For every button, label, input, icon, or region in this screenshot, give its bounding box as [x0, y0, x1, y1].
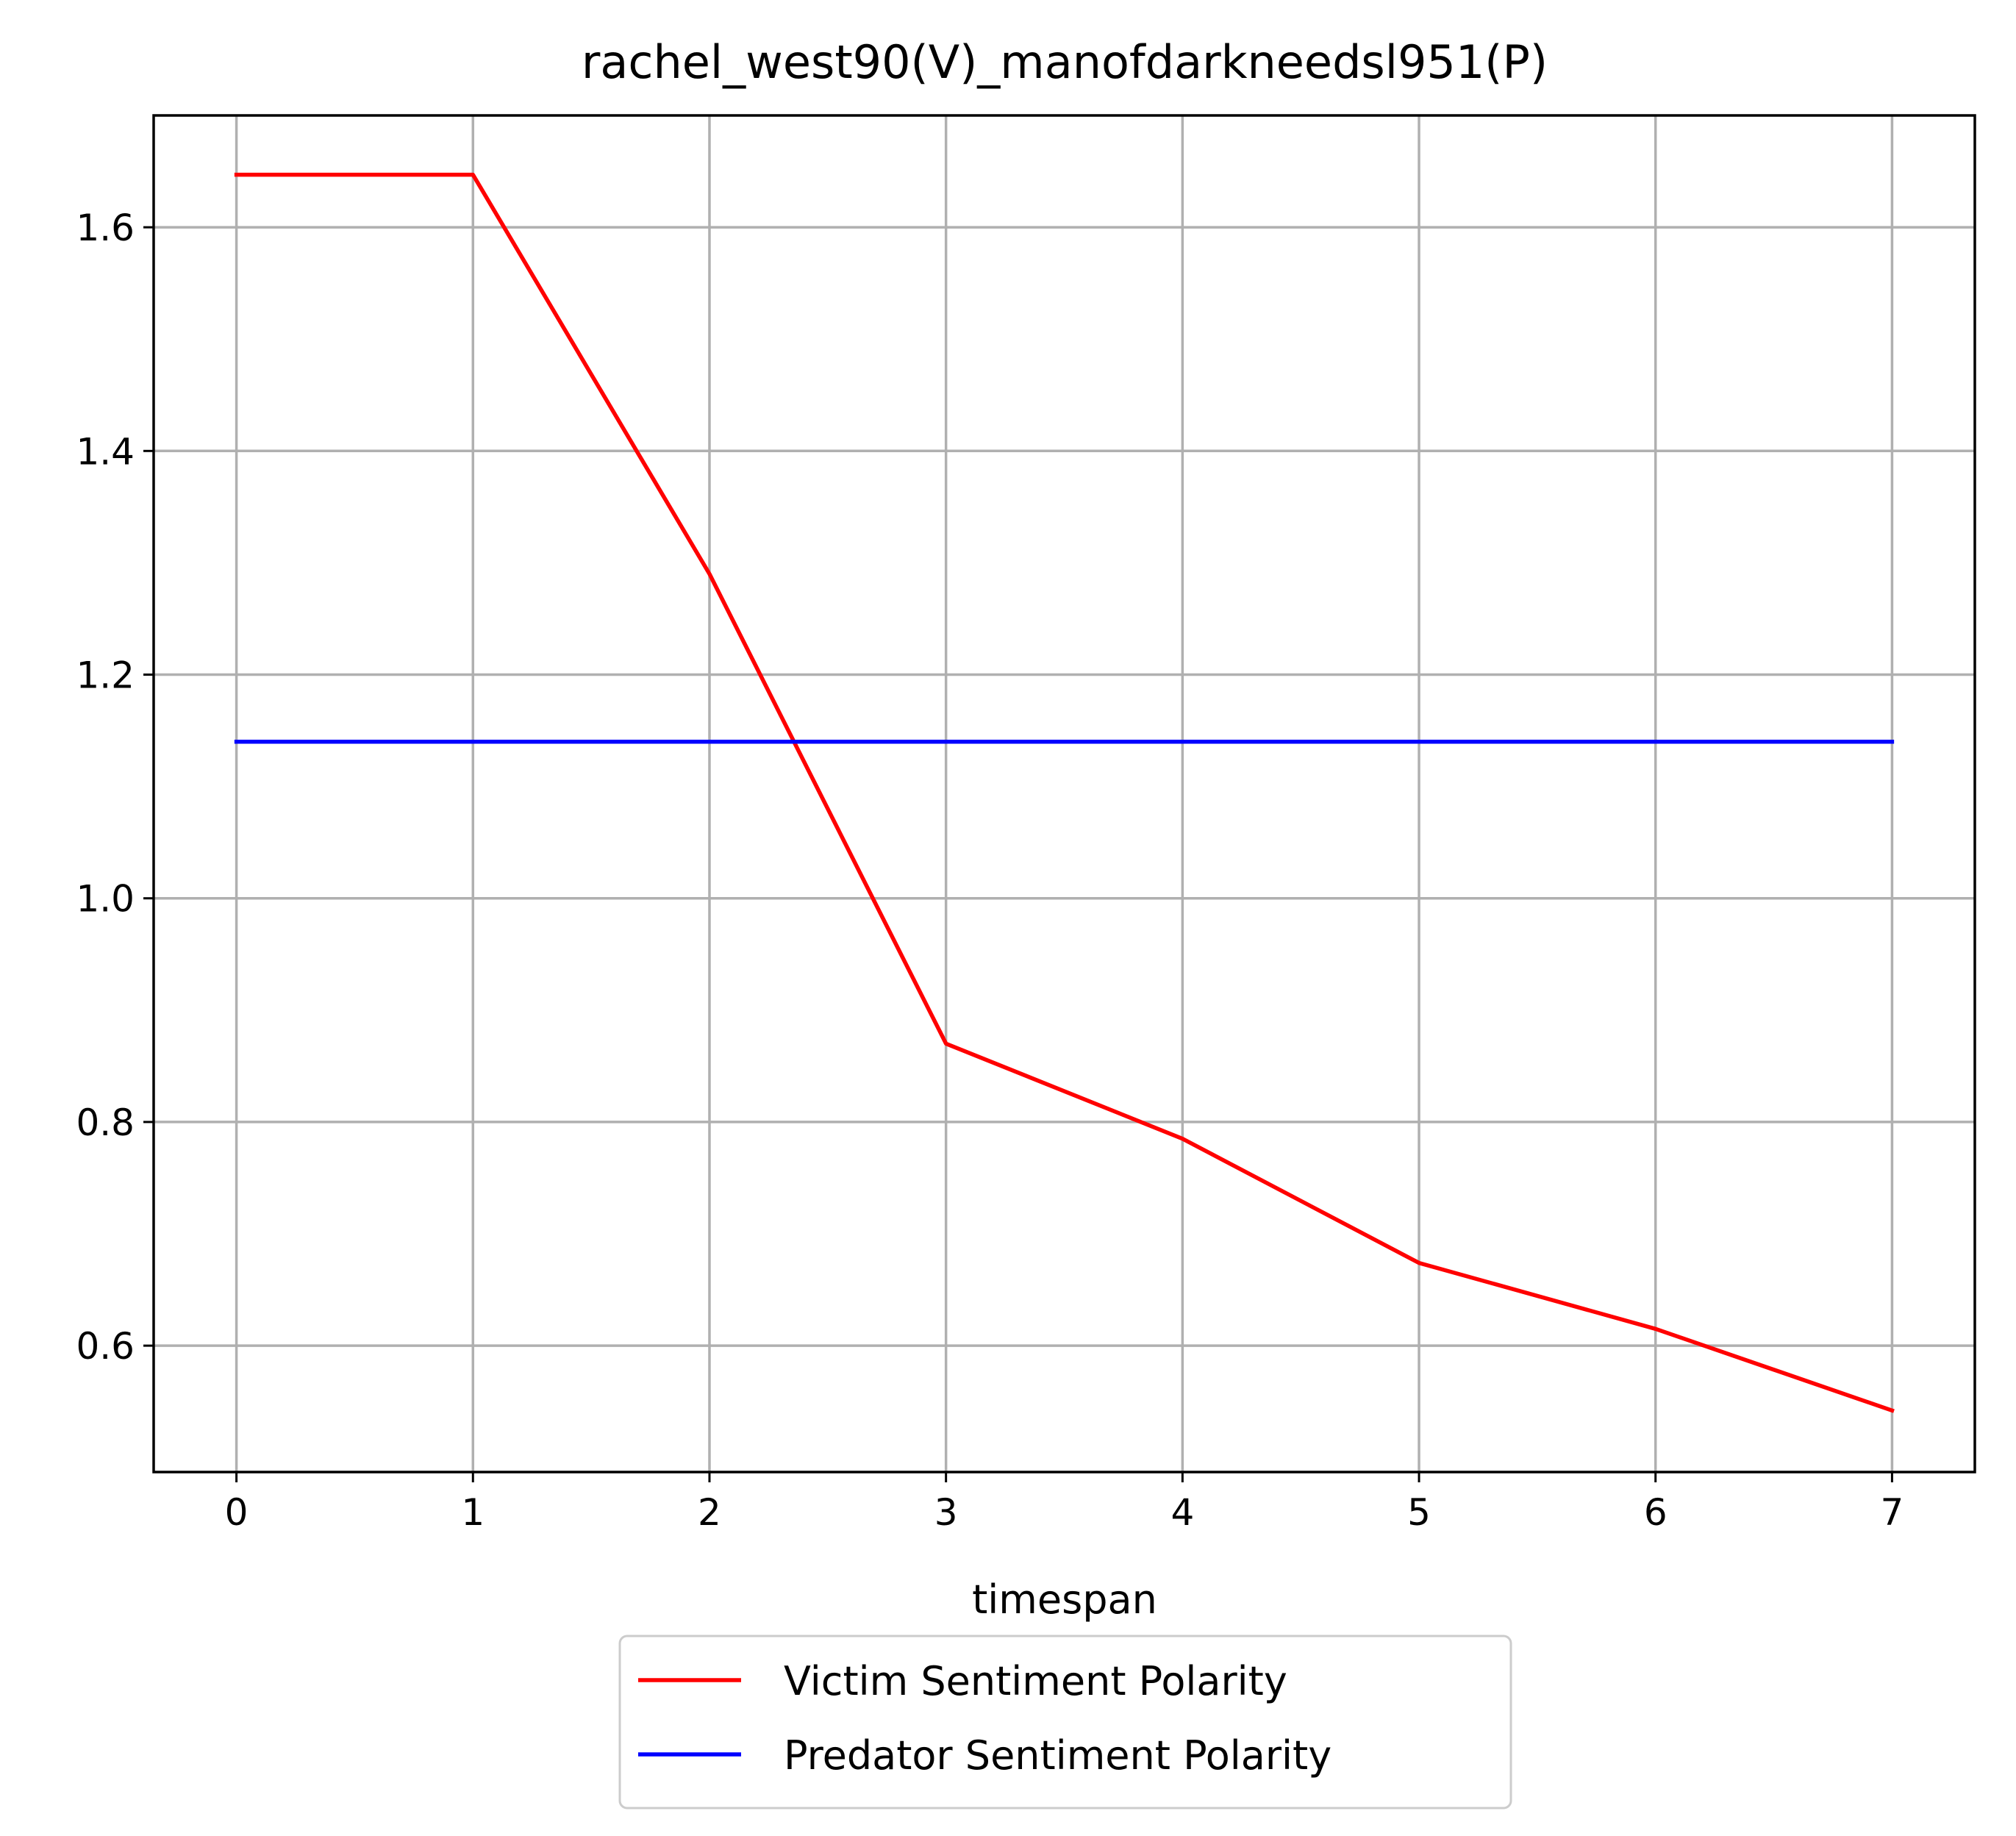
legend: Victim Sentiment Polarity Predator Senti… [618, 1635, 1512, 1810]
y-tick-label: 1.4 [76, 430, 135, 473]
legend-label-victim: Victim Sentiment Polarity [784, 1658, 1287, 1704]
y-tick-label: 1.0 [76, 878, 135, 921]
y-tick-label: 1.2 [76, 654, 135, 697]
plot-area-frame [152, 114, 1976, 1474]
chart-title: rachel_west90(V)_manofdarkneedsl951(P) [582, 35, 1548, 89]
legend-label-predator: Predator Sentiment Polarity [784, 1732, 1332, 1779]
x-tick-label: 4 [1170, 1491, 1194, 1534]
victim-sentiment-line [234, 172, 1895, 1413]
y-tick-label: 0.6 [76, 1325, 135, 1368]
x-tick-label: 0 [225, 1491, 249, 1534]
series-layer [234, 172, 1895, 1413]
x-tick-label: 7 [1881, 1491, 1904, 1534]
x-tick-label: 2 [698, 1491, 721, 1534]
y-gridlines [154, 226, 1975, 1347]
x-axis-label: timespan [972, 1576, 1157, 1623]
x-axis: 0 1 2 3 4 5 6 7 [225, 1472, 1904, 1534]
y-tick-label: 0.8 [76, 1101, 135, 1144]
x-tick-label: 3 [934, 1491, 958, 1534]
x-tick-label: 1 [461, 1491, 485, 1534]
x-gridlines [235, 115, 1894, 1472]
x-tick-label: 6 [1644, 1491, 1668, 1534]
y-tick-label: 1.6 [76, 207, 135, 249]
legend-frame [618, 1635, 1512, 1810]
x-tick-label: 5 [1407, 1491, 1431, 1534]
y-axis: 0.6 0.8 1.0 1.2 1.4 1.6 [76, 207, 154, 1368]
